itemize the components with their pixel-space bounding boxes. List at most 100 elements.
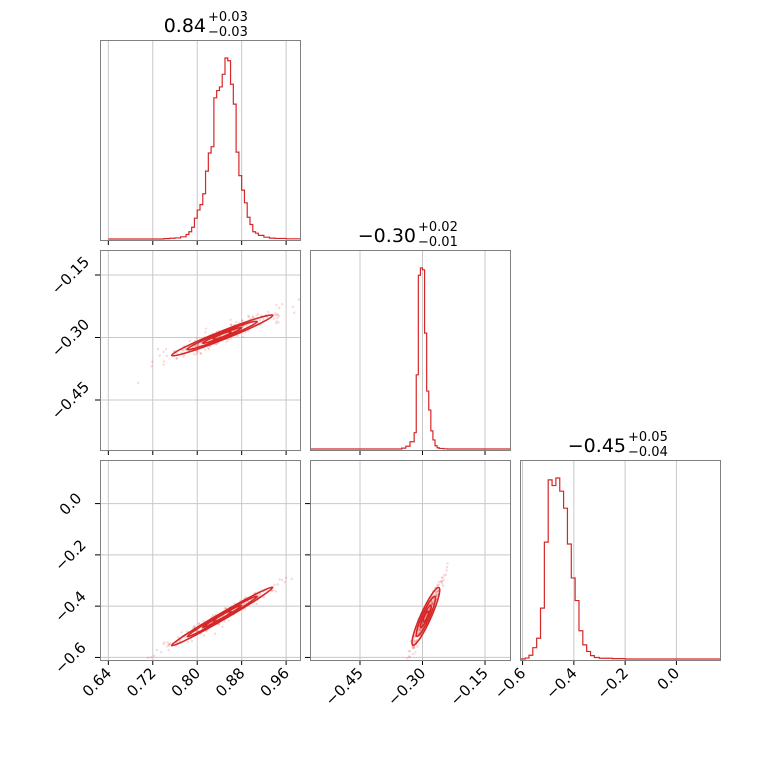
scatter-point [440, 580, 444, 583]
scatter-point [247, 314, 250, 318]
scatter-point [241, 319, 244, 322]
title-minus-error: −0.01 [418, 235, 458, 250]
scatter-point [166, 641, 169, 644]
scatter-point [207, 347, 211, 351]
scatter-point [412, 647, 416, 650]
scatter-point [440, 582, 444, 585]
scatter-point [195, 350, 199, 354]
scatter-point [199, 341, 203, 345]
title-plus-error: +0.05 [628, 430, 668, 445]
scatter-point [167, 644, 171, 647]
scatter-point [435, 592, 438, 596]
scatter-point [244, 595, 248, 599]
scatter-point [191, 345, 195, 349]
scatter-point [162, 642, 165, 646]
scatter-point [150, 360, 154, 363]
scatter-point [434, 591, 437, 594]
scatter-point [262, 595, 265, 599]
y-tick-label: −0.4 [51, 587, 89, 625]
x-tick-label: −0.2 [593, 664, 631, 702]
title-plus-error: +0.03 [208, 10, 248, 25]
density-contour [411, 586, 441, 647]
scatter-point [197, 350, 200, 353]
scatter-point [162, 360, 166, 363]
scatter-point [229, 318, 232, 321]
scatter-point [146, 656, 150, 659]
scatter-point [411, 646, 415, 650]
scatter-point [417, 628, 420, 632]
scatter-point [255, 602, 259, 606]
scatter-point [150, 656, 153, 659]
scatter-point [272, 589, 275, 592]
scatter-point [183, 636, 187, 639]
scatter-point [442, 579, 446, 582]
scatter-point [432, 597, 435, 601]
scatter-point [413, 645, 416, 649]
scatter-point [414, 639, 417, 642]
scatter-point [190, 639, 194, 643]
scatter-point [412, 640, 416, 644]
scatter-point [435, 590, 438, 593]
scatter-point [153, 654, 156, 658]
scatter-point [283, 580, 286, 584]
scatter-point [419, 628, 422, 631]
scatter-point [162, 350, 165, 354]
scatter-point [273, 583, 276, 587]
panel-2d-param1-param2: −0.45 −0.30 −0.15 [305, 460, 511, 709]
scatter-point [443, 574, 446, 577]
x-tick-label: −0.4 [542, 664, 580, 702]
scatter-point [272, 317, 276, 321]
scatter-point [277, 306, 281, 310]
density-contour [186, 320, 259, 351]
scatter-point [160, 650, 163, 654]
scatter-point [276, 583, 280, 586]
scatter-point [444, 573, 447, 576]
scatter-point [224, 607, 228, 610]
scatter-point [158, 354, 161, 357]
title-plus-error: +0.02 [418, 220, 458, 235]
scatter-point [408, 655, 411, 658]
scatter-point [436, 590, 439, 593]
scatter-point [223, 620, 227, 623]
y-tick-label: −0.15 [48, 253, 93, 298]
title-median: −0.30 [358, 225, 416, 247]
x-tick-label: 0.80 [168, 664, 204, 700]
scatter-point [247, 315, 251, 318]
y-tick-label: −0.45 [48, 378, 93, 423]
scatter-point [281, 302, 284, 306]
x-tick-label: 0.96 [257, 664, 293, 700]
scatter-point [204, 327, 208, 330]
scatter-point [258, 319, 262, 322]
scatter-point [414, 651, 417, 654]
panel-hist-param0 [100, 40, 301, 245]
scatter-point [437, 580, 441, 584]
scatter-point [440, 576, 443, 579]
scatter-point [196, 343, 200, 347]
scatter-point [445, 566, 449, 569]
x-tick-label: −0.6 [491, 664, 529, 702]
y-tick-label: 0.0 [56, 489, 86, 519]
scatter-point [214, 632, 217, 635]
scatter-point [290, 577, 293, 581]
scatter-point [227, 619, 230, 622]
scatter-point [177, 636, 180, 639]
scatter-point [164, 348, 168, 351]
scatter-point [407, 649, 411, 653]
scatter-point [284, 576, 288, 579]
scatter-point [196, 343, 200, 346]
scatter-points [136, 298, 301, 385]
scatter-point [277, 321, 280, 324]
scatter-point [411, 652, 415, 656]
title-minus-error: −0.03 [208, 25, 248, 40]
scatter-point [440, 580, 443, 583]
scatter-point [150, 365, 153, 368]
scatter-point [197, 622, 201, 625]
scatter-point [446, 562, 449, 565]
histogram-step [108, 57, 300, 240]
y-tick-label: −0.2 [51, 536, 89, 574]
scatter-point [417, 629, 420, 632]
scatter-point [441, 576, 445, 580]
scatter-point [418, 627, 422, 631]
panel-hist-param2: −0.6 −0.4 −0.2 0.0 [491, 460, 721, 703]
